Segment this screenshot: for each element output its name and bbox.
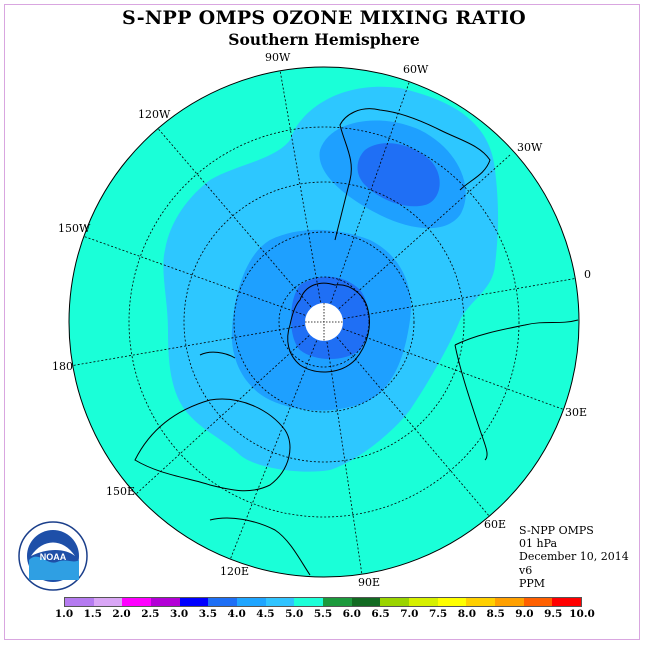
lon-label-90w: 90W: [265, 51, 291, 64]
colorbar-segment: [122, 598, 152, 606]
lon-label-90e: 90E: [358, 576, 380, 589]
map-subtitle: Southern Hemisphere: [228, 30, 420, 49]
colorbar-segment: [409, 598, 438, 606]
colorbar-tick-label: 9.5: [544, 608, 563, 620]
colorbar-tick-label: 8.5: [486, 608, 505, 620]
lon-label-60e: 60E: [484, 518, 506, 531]
colorbar-tick-label: 7.5: [428, 608, 448, 620]
colorbar-segment: [237, 598, 266, 606]
colorbar-ticks: 1.0 1.5 2.0 2.5 3.0 3.5 4.0 4.5 5.0 5.5 6.0 6.5 7.0 7…: [0, 608, 648, 622]
colorbar-tick-label: 5.0: [285, 608, 304, 620]
colorbar-tick-label: 10.0: [569, 608, 595, 620]
lon-label-150e: 150E: [106, 485, 135, 498]
info-block: S-NPP OMPS 01 hPa December 10, 2014 v6 P…: [519, 524, 629, 590]
colorbar-segment: [437, 598, 467, 606]
colorbar: [64, 597, 582, 607]
colorbar-segment: [65, 598, 94, 606]
colorbar-tick-label: 3.0: [169, 608, 189, 620]
antarctica-coast: [287, 282, 370, 373]
colorbar-tick-label: 5.5: [313, 608, 333, 620]
svg-text:NOAA: NOAA: [40, 552, 67, 562]
info-date: December 10, 2014: [519, 550, 629, 564]
colorbar-tick-label: 1.5: [83, 608, 102, 620]
colorbar-segment: [351, 598, 381, 606]
colorbar-segment: [151, 598, 180, 606]
africa-coast: [454, 319, 579, 461]
colorbar-segment: [495, 598, 524, 606]
colorbar-segment: [265, 598, 295, 606]
colorbar-tick-label: 9.0: [515, 608, 534, 620]
lon-label-180: 180: [52, 360, 73, 373]
colorbar-segment: [523, 598, 553, 606]
lon-label-150w: 150W: [58, 222, 91, 235]
info-units: PPM: [519, 576, 546, 590]
colorbar-segment: [323, 598, 352, 606]
colorbar-tick-label: 6.5: [371, 608, 390, 620]
lon-label-0: 0: [584, 268, 591, 281]
noaa-logo: NOAA: [18, 521, 88, 591]
colorbar-tick-label: 2.0: [112, 608, 131, 620]
lon-label-30e: 30E: [565, 406, 587, 419]
lon-label-120e: 120E: [220, 565, 249, 578]
colorbar-tick-label: 7.0: [400, 608, 419, 620]
nz-coast: [199, 351, 236, 359]
colorbar-tick-label: 4.5: [256, 608, 275, 620]
map-boundary: [68, 66, 580, 578]
colorbar-segment: [380, 598, 410, 606]
colorbar-tick-label: 1.0: [54, 608, 74, 620]
colorbar-segment: [208, 598, 238, 606]
colorbar-segment: [294, 598, 324, 606]
info-version: v6: [519, 563, 533, 577]
lon-label-60w: 60W: [403, 63, 429, 76]
australia-coast: [134, 398, 291, 492]
map-title: S-NPP OMPS OZONE MIXING RATIO: [121, 7, 527, 29]
colorbar-tick-label: 8.0: [457, 608, 477, 620]
plot-frame: [4, 4, 640, 640]
indonesia-coast: [209, 517, 311, 576]
info-instrument: S-NPP OMPS: [519, 524, 594, 537]
south-america-coast: [334, 108, 491, 241]
lon-label-30w: 30W: [517, 141, 543, 154]
colorbar-tick-label: 4.0: [227, 608, 246, 620]
colorbar-tick-label: 6.0: [342, 608, 361, 620]
colorbar-segment: [466, 598, 496, 606]
lon-label-120w: 120W: [138, 108, 171, 121]
colorbar-segment: [552, 598, 582, 606]
ozone-level-3-0-north: [357, 143, 440, 207]
info-pressure: 01 hPa: [519, 537, 558, 551]
colorbar-tick-label: 2.5: [141, 608, 160, 620]
colorbar-segment: [93, 598, 123, 606]
colorbar-tick-label: 3.5: [198, 608, 218, 620]
colorbar-segment: [179, 598, 209, 606]
